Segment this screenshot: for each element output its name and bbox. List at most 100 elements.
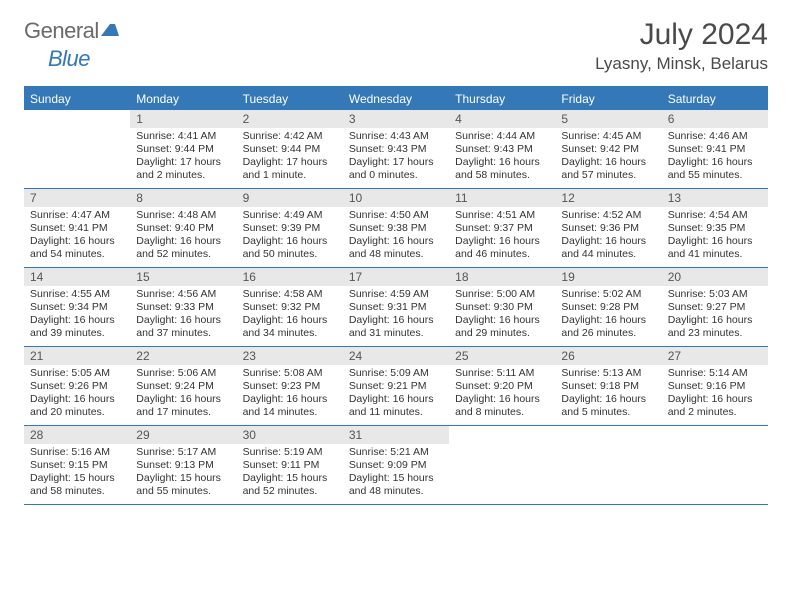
sunset-text: Sunset: 9:11 PM <box>243 459 337 472</box>
sunset-text: Sunset: 9:26 PM <box>30 380 124 393</box>
sunrise-text: Sunrise: 5:21 AM <box>349 446 443 459</box>
day-body: Sunrise: 4:45 AMSunset: 9:42 PMDaylight:… <box>555 128 661 187</box>
sunrise-text: Sunrise: 5:00 AM <box>455 288 549 301</box>
day-body: Sunrise: 4:42 AMSunset: 9:44 PMDaylight:… <box>237 128 343 187</box>
sunrise-text: Sunrise: 5:09 AM <box>349 367 443 380</box>
day-number: 6 <box>662 110 768 128</box>
day-cell: 27Sunrise: 5:14 AMSunset: 9:16 PMDayligh… <box>662 347 768 425</box>
day-cell: 9Sunrise: 4:49 AMSunset: 9:39 PMDaylight… <box>237 189 343 267</box>
day-cell: 7Sunrise: 4:47 AMSunset: 9:41 PMDaylight… <box>24 189 130 267</box>
day-cell <box>555 426 661 504</box>
sunrise-text: Sunrise: 5:17 AM <box>136 446 230 459</box>
day-number: 19 <box>555 268 661 286</box>
day-cell: 24Sunrise: 5:09 AMSunset: 9:21 PMDayligh… <box>343 347 449 425</box>
sunrise-text: Sunrise: 4:54 AM <box>668 209 762 222</box>
day-cell: 12Sunrise: 4:52 AMSunset: 9:36 PMDayligh… <box>555 189 661 267</box>
daylight-text: Daylight: 16 hours and 17 minutes. <box>136 393 230 419</box>
day-body: Sunrise: 4:47 AMSunset: 9:41 PMDaylight:… <box>24 207 130 266</box>
day-body: Sunrise: 5:11 AMSunset: 9:20 PMDaylight:… <box>449 365 555 424</box>
daylight-text: Daylight: 16 hours and 5 minutes. <box>561 393 655 419</box>
day-number: 15 <box>130 268 236 286</box>
weekday-header-cell: Sunday <box>24 88 130 110</box>
sunrise-text: Sunrise: 4:44 AM <box>455 130 549 143</box>
sunrise-text: Sunrise: 5:16 AM <box>30 446 124 459</box>
day-number: 26 <box>555 347 661 365</box>
daylight-text: Daylight: 16 hours and 29 minutes. <box>455 314 549 340</box>
sunset-text: Sunset: 9:18 PM <box>561 380 655 393</box>
sunrise-text: Sunrise: 5:06 AM <box>136 367 230 380</box>
day-number: 29 <box>130 426 236 444</box>
day-number: 23 <box>237 347 343 365</box>
day-body: Sunrise: 5:13 AMSunset: 9:18 PMDaylight:… <box>555 365 661 424</box>
day-cell: 19Sunrise: 5:02 AMSunset: 9:28 PMDayligh… <box>555 268 661 346</box>
day-body: Sunrise: 5:17 AMSunset: 9:13 PMDaylight:… <box>130 444 236 503</box>
sunset-text: Sunset: 9:44 PM <box>136 143 230 156</box>
day-body: Sunrise: 5:21 AMSunset: 9:09 PMDaylight:… <box>343 444 449 503</box>
sunset-text: Sunset: 9:21 PM <box>349 380 443 393</box>
daylight-text: Daylight: 16 hours and 44 minutes. <box>561 235 655 261</box>
weekday-header-cell: Wednesday <box>343 88 449 110</box>
day-number: 10 <box>343 189 449 207</box>
day-number: 2 <box>237 110 343 128</box>
week-row: 1Sunrise: 4:41 AMSunset: 9:44 PMDaylight… <box>24 110 768 189</box>
day-number: 9 <box>237 189 343 207</box>
week-row: 21Sunrise: 5:05 AMSunset: 9:26 PMDayligh… <box>24 347 768 426</box>
day-cell: 14Sunrise: 4:55 AMSunset: 9:34 PMDayligh… <box>24 268 130 346</box>
week-row: 28Sunrise: 5:16 AMSunset: 9:15 PMDayligh… <box>24 426 768 505</box>
day-cell: 1Sunrise: 4:41 AMSunset: 9:44 PMDaylight… <box>130 110 236 188</box>
day-cell: 31Sunrise: 5:21 AMSunset: 9:09 PMDayligh… <box>343 426 449 504</box>
day-body: Sunrise: 4:55 AMSunset: 9:34 PMDaylight:… <box>24 286 130 345</box>
sunset-text: Sunset: 9:23 PM <box>243 380 337 393</box>
day-cell: 3Sunrise: 4:43 AMSunset: 9:43 PMDaylight… <box>343 110 449 188</box>
daylight-text: Daylight: 16 hours and 11 minutes. <box>349 393 443 419</box>
day-cell: 16Sunrise: 4:58 AMSunset: 9:32 PMDayligh… <box>237 268 343 346</box>
daylight-text: Daylight: 16 hours and 46 minutes. <box>455 235 549 261</box>
sunset-text: Sunset: 9:16 PM <box>668 380 762 393</box>
weekday-header-cell: Friday <box>555 88 661 110</box>
day-cell: 20Sunrise: 5:03 AMSunset: 9:27 PMDayligh… <box>662 268 768 346</box>
day-number: 12 <box>555 189 661 207</box>
day-cell: 26Sunrise: 5:13 AMSunset: 9:18 PMDayligh… <box>555 347 661 425</box>
sunrise-text: Sunrise: 4:49 AM <box>243 209 337 222</box>
day-number: 20 <box>662 268 768 286</box>
sunrise-text: Sunrise: 5:11 AM <box>455 367 549 380</box>
daylight-text: Daylight: 16 hours and 48 minutes. <box>349 235 443 261</box>
daylight-text: Daylight: 16 hours and 14 minutes. <box>243 393 337 419</box>
sunset-text: Sunset: 9:30 PM <box>455 301 549 314</box>
sunset-text: Sunset: 9:27 PM <box>668 301 762 314</box>
day-body: Sunrise: 5:02 AMSunset: 9:28 PMDaylight:… <box>555 286 661 345</box>
daylight-text: Daylight: 16 hours and 37 minutes. <box>136 314 230 340</box>
sunrise-text: Sunrise: 4:43 AM <box>349 130 443 143</box>
sunrise-text: Sunrise: 4:47 AM <box>30 209 124 222</box>
location-text: Lyasny, Minsk, Belarus <box>595 54 768 74</box>
sunset-text: Sunset: 9:28 PM <box>561 301 655 314</box>
day-number: 8 <box>130 189 236 207</box>
sunset-text: Sunset: 9:32 PM <box>243 301 337 314</box>
day-cell: 10Sunrise: 4:50 AMSunset: 9:38 PMDayligh… <box>343 189 449 267</box>
day-cell <box>662 426 768 504</box>
day-cell: 13Sunrise: 4:54 AMSunset: 9:35 PMDayligh… <box>662 189 768 267</box>
sunset-text: Sunset: 9:31 PM <box>349 301 443 314</box>
day-body: Sunrise: 4:51 AMSunset: 9:37 PMDaylight:… <box>449 207 555 266</box>
sunset-text: Sunset: 9:41 PM <box>668 143 762 156</box>
day-body: Sunrise: 4:54 AMSunset: 9:35 PMDaylight:… <box>662 207 768 266</box>
day-body: Sunrise: 5:16 AMSunset: 9:15 PMDaylight:… <box>24 444 130 503</box>
daylight-text: Daylight: 16 hours and 2 minutes. <box>668 393 762 419</box>
day-body: Sunrise: 4:58 AMSunset: 9:32 PMDaylight:… <box>237 286 343 345</box>
sunrise-text: Sunrise: 4:55 AM <box>30 288 124 301</box>
sunrise-text: Sunrise: 4:52 AM <box>561 209 655 222</box>
sunset-text: Sunset: 9:43 PM <box>349 143 443 156</box>
day-body: Sunrise: 4:56 AMSunset: 9:33 PMDaylight:… <box>130 286 236 345</box>
day-body: Sunrise: 5:08 AMSunset: 9:23 PMDaylight:… <box>237 365 343 424</box>
daylight-text: Daylight: 16 hours and 50 minutes. <box>243 235 337 261</box>
sunset-text: Sunset: 9:35 PM <box>668 222 762 235</box>
daylight-text: Daylight: 16 hours and 58 minutes. <box>455 156 549 182</box>
week-row: 7Sunrise: 4:47 AMSunset: 9:41 PMDaylight… <box>24 189 768 268</box>
sunrise-text: Sunrise: 5:05 AM <box>30 367 124 380</box>
sunrise-text: Sunrise: 4:58 AM <box>243 288 337 301</box>
day-number: 22 <box>130 347 236 365</box>
daylight-text: Daylight: 15 hours and 55 minutes. <box>136 472 230 498</box>
weekday-header-cell: Thursday <box>449 88 555 110</box>
day-cell <box>24 110 130 188</box>
sunrise-text: Sunrise: 4:59 AM <box>349 288 443 301</box>
